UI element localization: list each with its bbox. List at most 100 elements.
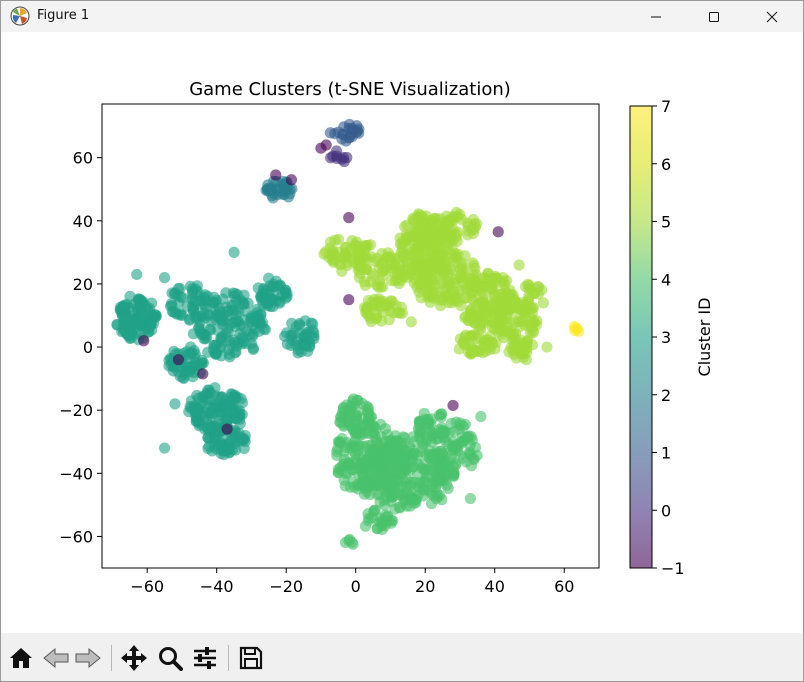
cluster-3-point (204, 407, 216, 419)
back-button[interactable] (41, 643, 71, 673)
cluster-3-point (116, 326, 128, 338)
cluster-4-point (404, 494, 416, 506)
y-tick-label: −40 (59, 464, 93, 483)
cluster-4-point (375, 431, 387, 443)
cluster-3-point (300, 340, 312, 352)
window-title: Figure 1 (37, 8, 90, 23)
home-button[interactable] (6, 643, 36, 673)
y-tick-label: 0 (83, 338, 93, 357)
save-button[interactable] (236, 643, 266, 673)
cluster-5-point (434, 291, 446, 304)
cluster-4-point (385, 451, 397, 464)
cluster-5-point (364, 312, 377, 324)
cluster-4-point (389, 503, 401, 515)
cluster-5-point (516, 316, 528, 328)
cluster-3-point (186, 288, 198, 300)
cluster-5-point (400, 256, 412, 268)
save-icon (239, 646, 263, 670)
cluster-3-point (293, 319, 306, 331)
cluster-5-point (473, 297, 486, 309)
title-bar[interactable]: Figure 1 (1, 1, 803, 32)
cluster-4-point (339, 480, 351, 492)
cluster-5-point (510, 339, 522, 351)
cluster-4-point (335, 411, 347, 423)
cluster--1-point (447, 399, 459, 412)
cluster-5-point (421, 283, 433, 296)
cluster-5-point (329, 234, 341, 246)
cluster-5-point (467, 277, 479, 289)
pan-button[interactable] (119, 643, 149, 673)
forward-button[interactable] (73, 643, 103, 673)
cluster-3-point (185, 341, 197, 353)
cluster-3-point (164, 300, 177, 312)
cluster-5-point (482, 268, 494, 280)
cluster-4-point (379, 484, 391, 497)
cluster-3-point (236, 397, 249, 409)
cluster--1-point (343, 212, 355, 224)
cluster-5-point (467, 257, 479, 269)
cluster--1-point (320, 139, 332, 151)
figure-canvas[interactable]: Game Clusters (t-SNE Visualization) −60−… (1, 32, 803, 633)
colorbar-tick-label: 4 (661, 270, 671, 289)
cluster--1-point (270, 169, 282, 181)
plot-frame (101, 103, 600, 569)
cluster-4-point (418, 464, 430, 476)
minimize-icon (651, 16, 661, 17)
cluster-3-point (168, 288, 180, 300)
cluster-3-point (290, 339, 302, 351)
y-axis-ticks: −60 −40 −20 0 20 40 60 (59, 149, 102, 546)
cluster-3-point (216, 391, 228, 403)
cluster-3-point (187, 328, 199, 340)
cluster--1-point (138, 335, 150, 347)
cluster-3-point (213, 400, 225, 413)
close-icon (766, 11, 778, 22)
cluster-3-point (234, 413, 246, 425)
cluster-5-point (442, 297, 454, 309)
cluster-4-point (448, 443, 460, 456)
cluster-3-point (228, 337, 240, 349)
cluster-4-point (464, 449, 476, 461)
cluster-5-point (411, 211, 423, 223)
minimize-button[interactable] (627, 1, 685, 32)
maximize-button[interactable] (685, 1, 743, 32)
x-axis-ticks: −60 −40 −20 0 20 40 60 (130, 568, 574, 596)
scatter-chart: Game Clusters (t-SNE Visualization) −60−… (59, 79, 714, 596)
cluster--1-point (172, 354, 185, 366)
cluster-5-point (376, 248, 388, 260)
cluster-3-point (198, 308, 210, 320)
cluster-3-point (125, 332, 137, 344)
cluster-4-point (342, 467, 354, 479)
pan-icon (121, 645, 147, 671)
cluster-3-point (249, 322, 261, 335)
cluster-5-point (367, 270, 379, 282)
chart-title: Game Clusters (t-SNE Visualization) (189, 79, 511, 100)
cluster-3-point (144, 302, 156, 315)
cluster-0-point (337, 152, 350, 164)
cluster-1-point (343, 132, 355, 144)
colorbar-tick-label: −1 (661, 559, 685, 578)
zoom-button[interactable] (155, 643, 185, 673)
colorbar-tick-label: 0 (661, 501, 671, 520)
cluster-3-point (194, 418, 206, 430)
cluster-5-point (541, 341, 553, 353)
cluster-5-point (397, 271, 409, 283)
colorbar-tick-label: 1 (661, 444, 671, 463)
cluster-2-point (268, 187, 280, 200)
cluster-5-point (507, 314, 519, 326)
colorbar-tick-label: 6 (661, 155, 671, 174)
close-button[interactable] (743, 1, 801, 32)
cluster-4-point (464, 492, 477, 505)
cluster-4-point (374, 440, 386, 452)
cluster-4-point (384, 435, 396, 447)
configure-subplots-button[interactable] (190, 643, 220, 673)
cluster-3-point (131, 268, 143, 281)
cluster-2-point (282, 191, 295, 203)
x-tick-label: −60 (130, 577, 164, 596)
x-tick-label: 0 (351, 577, 361, 596)
cluster-3-point (205, 394, 217, 406)
cluster-4-point (347, 538, 359, 550)
cluster-5-point (521, 346, 533, 359)
cluster-4-point (429, 481, 442, 494)
cluster-3-point (212, 311, 224, 323)
cluster-3-point (220, 287, 232, 299)
